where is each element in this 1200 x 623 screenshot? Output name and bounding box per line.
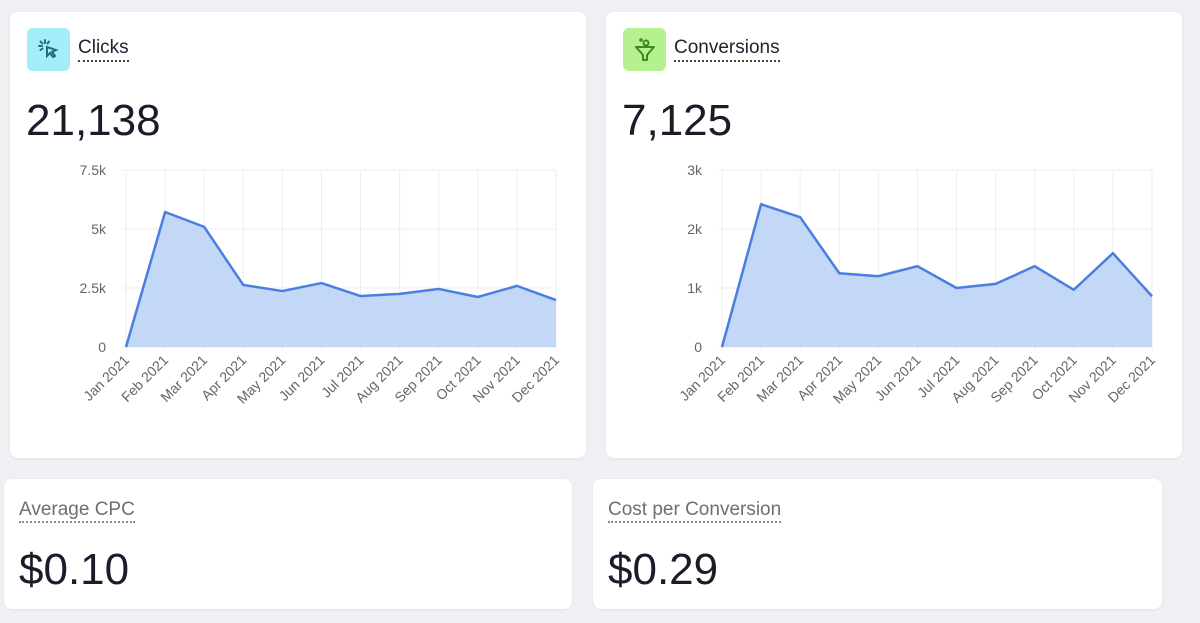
area-fill — [722, 204, 1152, 347]
y-tick-label: 5k — [91, 221, 107, 237]
series-line — [124, 210, 557, 348]
conversions-card: Conversions 7,125 0 1k 2k 3k Jan 2021 Feb 202… — [606, 12, 1182, 458]
card-title[interactable]: Clicks — [78, 37, 129, 62]
card-title[interactable]: Cost per Conversion — [608, 499, 782, 523]
metric-value: 7,125 — [622, 96, 733, 145]
y-tick-label: 0 — [98, 339, 106, 355]
funnel-icon — [623, 28, 666, 71]
area-fill — [126, 212, 556, 347]
card-header: Clicks — [27, 28, 129, 71]
y-tick-label: 3k — [687, 162, 703, 178]
cursor-click-icon — [27, 28, 70, 71]
metric-value: $0.29 — [608, 545, 719, 594]
average-cpc-card: Average CPC $0.10 — [4, 479, 572, 609]
y-tick-label: 1k — [687, 280, 703, 296]
cost-per-conversion-card: Cost per Conversion $0.29 — [593, 479, 1162, 609]
card-title[interactable]: Conversions — [674, 37, 780, 62]
metric-value: 21,138 — [26, 96, 161, 145]
card-header: Conversions — [623, 28, 780, 71]
y-tick-label: 0 — [694, 339, 702, 355]
y-tick-label: 2.5k — [80, 280, 107, 296]
y-tick-label: 2k — [687, 221, 703, 237]
y-tick-label: 7.5k — [80, 162, 107, 178]
metric-value: $0.10 — [19, 545, 130, 594]
card-title[interactable]: Average CPC — [19, 499, 135, 523]
clicks-card: Clicks 21,138 0 2.5k 5k 7.5k Jan 2021 Feb 202… — [10, 12, 586, 458]
series-line — [720, 202, 1153, 348]
